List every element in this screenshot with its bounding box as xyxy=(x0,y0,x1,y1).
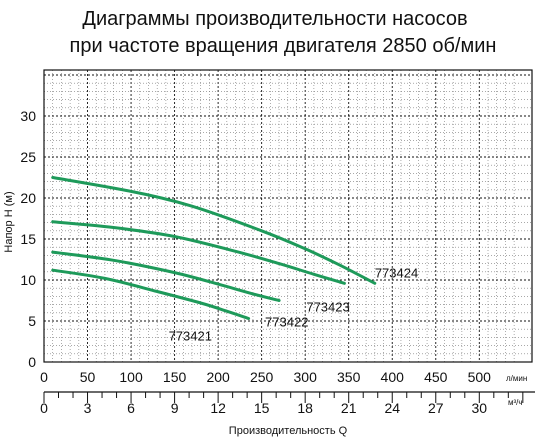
series-line-773423 xyxy=(51,220,346,285)
x-tick-label: 300 xyxy=(294,369,318,385)
chart-title-line-2: при частоте вращения двигателя 2850 об/м… xyxy=(70,35,497,57)
x2-tick-label: 6 xyxy=(127,400,135,416)
x-tick-label: 450 xyxy=(424,369,448,385)
x-tick-label: 50 xyxy=(80,369,96,385)
x2-tick-label: 21 xyxy=(341,400,357,416)
x2-tick-label: 3 xyxy=(84,400,92,416)
x2-tick-label: 15 xyxy=(254,400,270,416)
x-tick-label: 200 xyxy=(206,369,230,385)
x-axis-label: Производительность Q xyxy=(229,425,348,437)
y-tick-label: 25 xyxy=(20,149,36,165)
x-tick-label: 500 xyxy=(468,369,492,385)
y-tick-label: 20 xyxy=(20,190,36,206)
series-lines xyxy=(51,176,377,320)
x2-tick-label: 12 xyxy=(210,400,226,416)
series-line-773422 xyxy=(51,250,281,302)
x2-tick-label: 24 xyxy=(384,400,400,416)
chart-title-line-1: Диаграммы производительности насосов xyxy=(82,8,467,30)
series-label-773421: 773421 xyxy=(169,329,212,344)
y-tick-label: 30 xyxy=(20,108,36,124)
y-tick-label: 0 xyxy=(28,354,36,370)
y-tick-labels: 0 5 10 15 20 25 30 xyxy=(20,108,36,370)
x2-tick-label: 30 xyxy=(472,400,488,416)
x2-tick-label: 9 xyxy=(171,400,179,416)
x-tick-labels: 0 50 100 150 200 250 300 350 400 450 500 xyxy=(40,369,491,385)
x2-tick-label: 18 xyxy=(297,400,313,416)
y-axis-label: Напор H (м) xyxy=(3,191,15,252)
x-tick-label: 350 xyxy=(337,369,361,385)
x2-tick-label: 0 xyxy=(40,400,48,416)
x-tick-label: 100 xyxy=(119,369,143,385)
y-tick-label: 10 xyxy=(20,272,36,288)
series-label-773423: 773423 xyxy=(306,299,349,314)
x-unit-primary: л/мин xyxy=(506,374,527,383)
x-tick-label: 150 xyxy=(163,369,187,385)
series-line-773421 xyxy=(51,268,251,320)
plot-frame xyxy=(43,69,533,363)
x2-tick-label: 27 xyxy=(428,400,444,416)
x-tick-label: 0 xyxy=(40,369,48,385)
x-unit-secondary: м³/ч xyxy=(508,398,523,407)
secondary-x-axis: 0 3 6 9 12 15 18 21 24 27 30 xyxy=(40,391,535,416)
y-tick-label: 15 xyxy=(20,231,36,247)
y-tick-label: 5 xyxy=(28,313,36,329)
grid xyxy=(44,70,532,362)
series-label-773422: 773422 xyxy=(265,315,308,330)
x-tick-label: 250 xyxy=(250,369,274,385)
series-label-773424: 773424 xyxy=(375,265,418,280)
x-tick-label: 400 xyxy=(381,369,405,385)
series-line-773424 xyxy=(51,176,377,285)
